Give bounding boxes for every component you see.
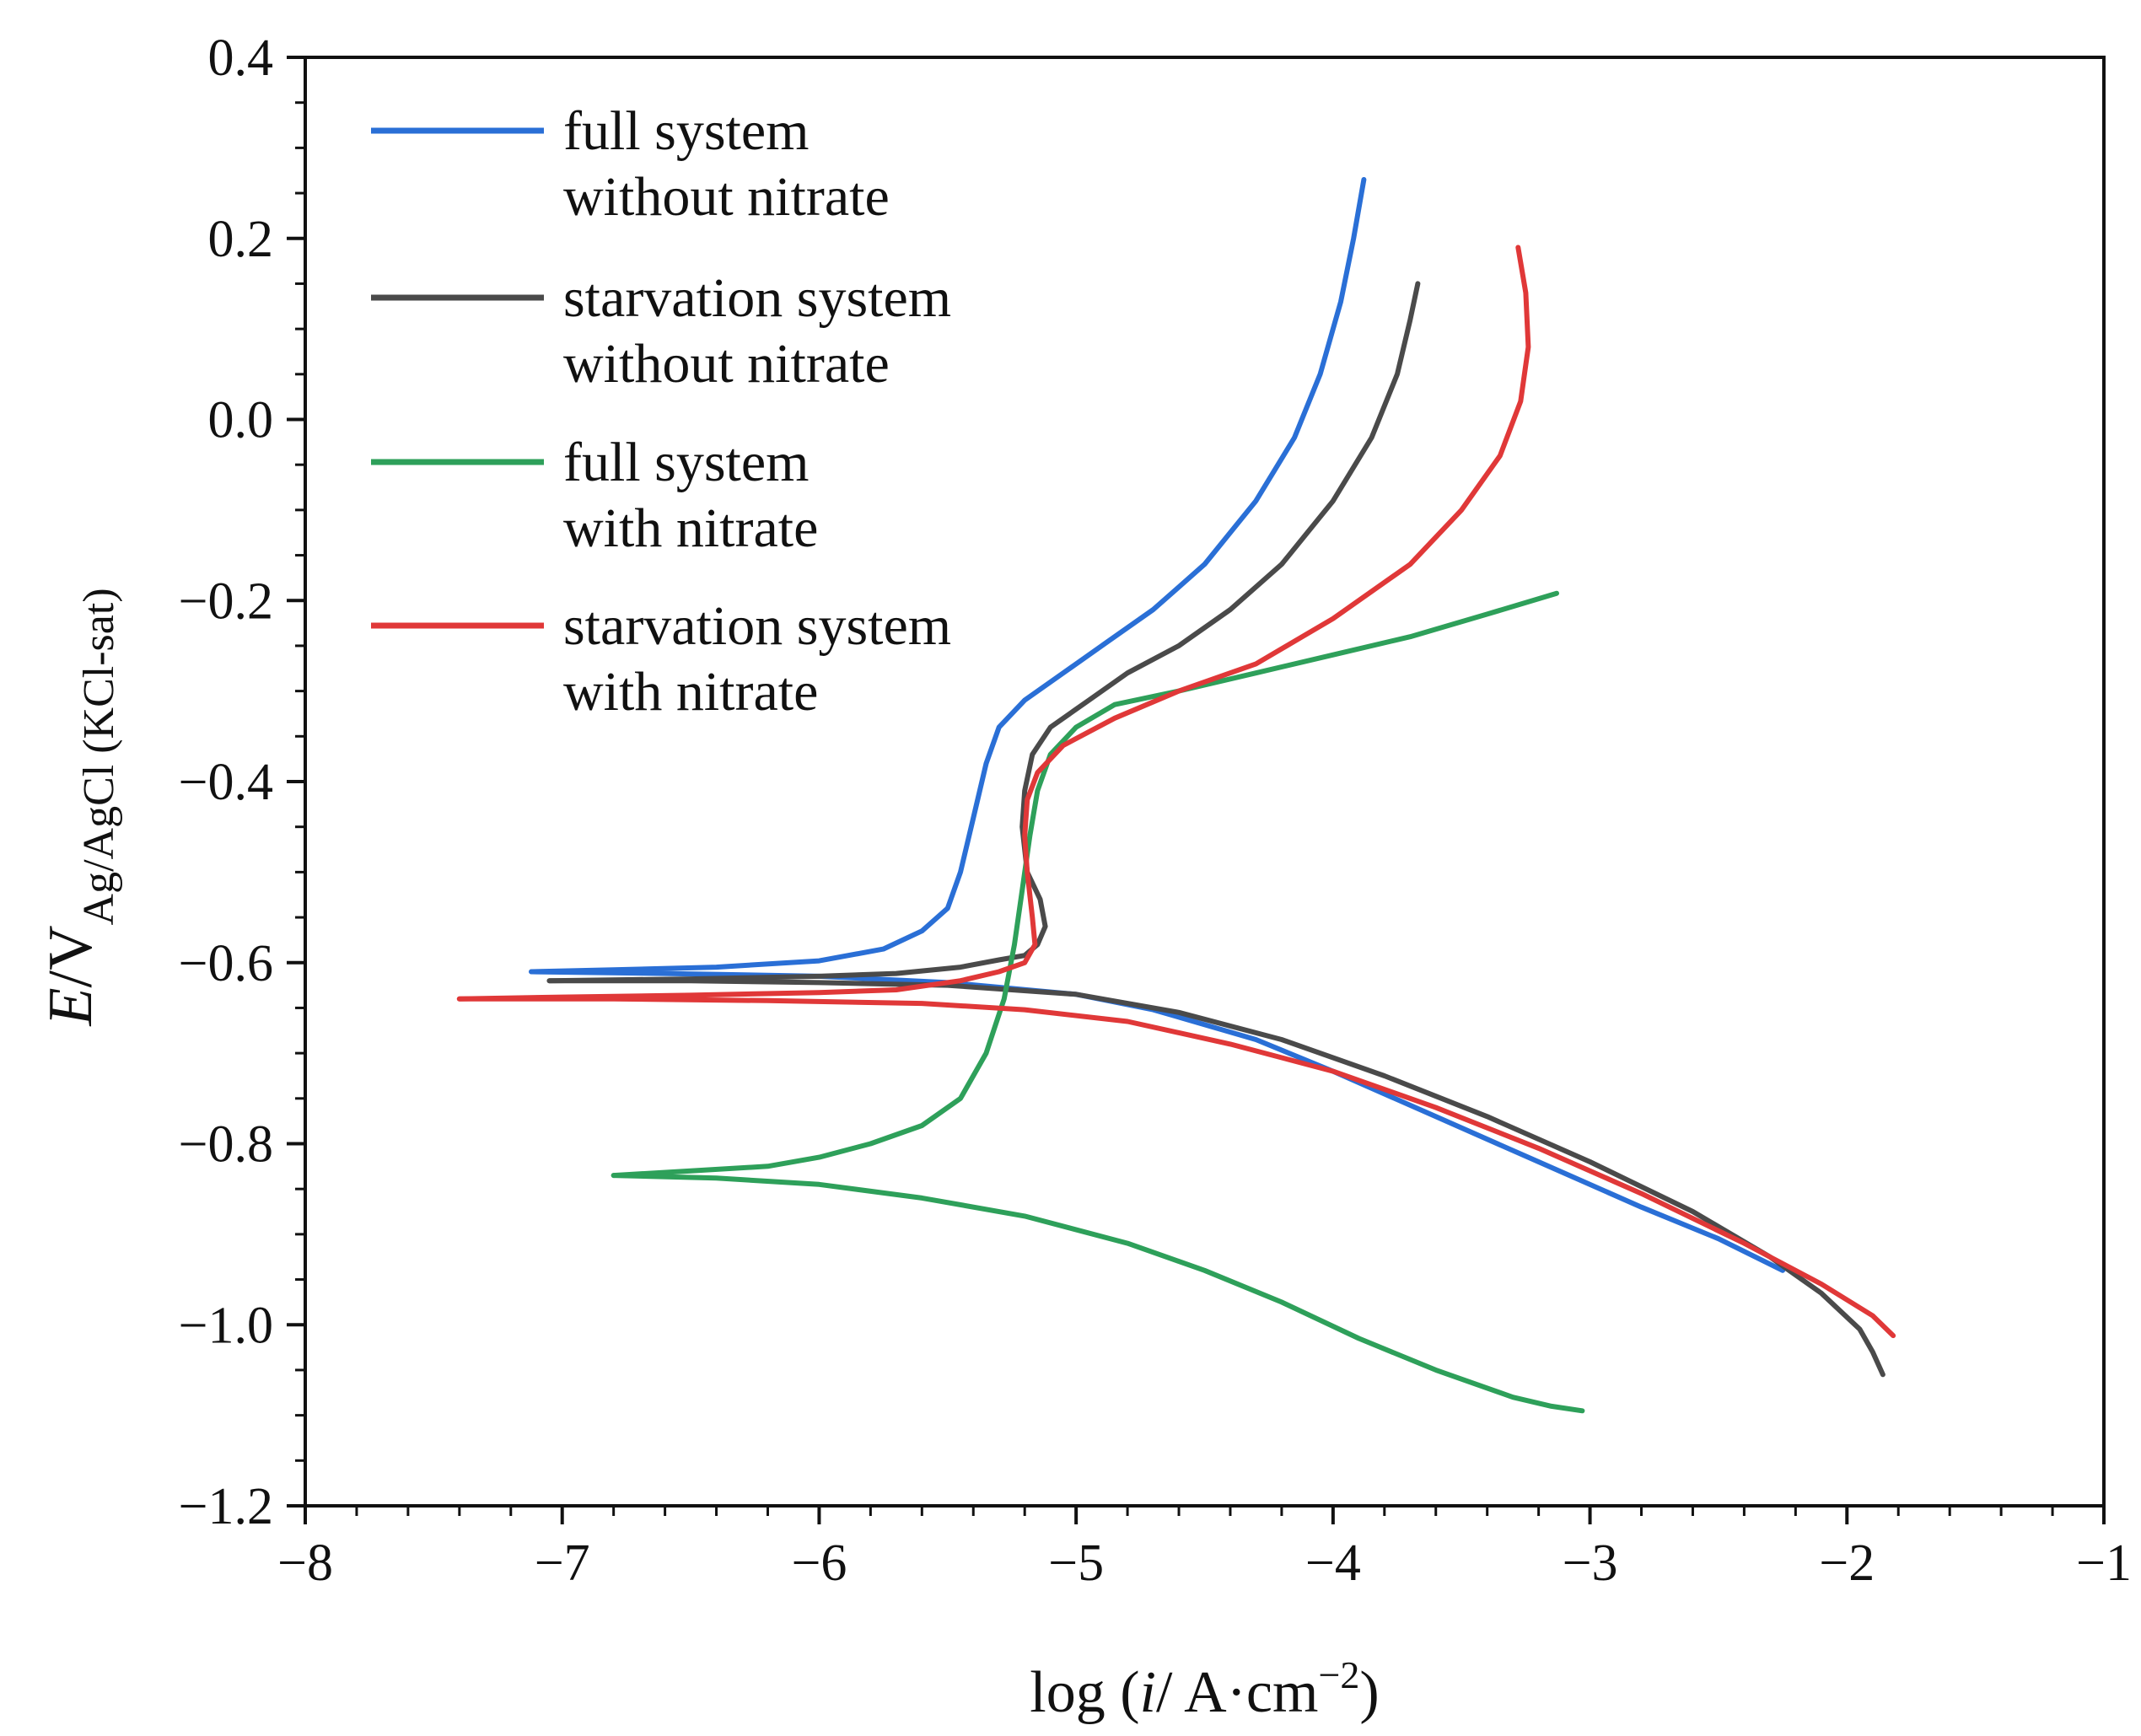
x-tick-label: −6 [791, 1534, 847, 1592]
series-3-cathodic-line [611, 1173, 1585, 1414]
x-tick-label: −7 [535, 1534, 590, 1592]
x-tick-label: −8 [277, 1534, 333, 1592]
series-1-anodic-line [529, 177, 1367, 975]
y-tick-label: 0.0 [208, 392, 274, 449]
x-tick-label: −2 [1819, 1534, 1875, 1592]
y-tick-label: 0.4 [208, 30, 274, 87]
legend-label: starvation system [563, 267, 951, 329]
x-axis-title-var: i [1140, 1660, 1156, 1725]
y-tick-label: −0.4 [179, 754, 273, 811]
x-axis-title-suffix: ) [1359, 1660, 1379, 1725]
series-2-anodic-line [546, 281, 1421, 984]
legend-label: full system [563, 100, 810, 162]
legend-label: full system [563, 432, 810, 493]
x-axis-title-exp: −2 [1318, 1653, 1359, 1696]
y-tick-label: −0.8 [179, 1116, 273, 1174]
y-tick-label: 0.2 [208, 211, 274, 268]
series-4-anodic-line [456, 245, 1531, 1002]
y-axis-title: E/VAg/AgCl (KCl-sat) [36, 588, 123, 1026]
y-axis-title-var: E [36, 987, 105, 1026]
x-tick-label: −1 [2076, 1534, 2132, 1592]
legend-label: with nitrate [563, 661, 818, 723]
y-tick-label: −1.0 [179, 1297, 273, 1354]
x-axis-title: log (i/ A·cm−2) [1030, 1653, 1379, 1725]
y-tick-label: −1.2 [179, 1478, 273, 1535]
x-tick-label: −3 [1563, 1534, 1618, 1592]
series-2-cathodic-line [546, 978, 1885, 1378]
series-4-cathodic-line [456, 996, 1896, 1339]
y-axis-title-unit: /V [36, 925, 105, 987]
legend-label: without nitrate [563, 166, 890, 228]
x-axis-title-prefix: log ( [1030, 1660, 1139, 1725]
legend-label: starvation system [563, 595, 951, 657]
legend-label: without nitrate [563, 333, 890, 395]
x-tick-label: −4 [1305, 1534, 1361, 1592]
y-axis-title-subscript: Ag/AgCl (KCl-sat) [75, 588, 123, 925]
series-1-cathodic-line [529, 969, 1786, 1273]
y-tick-label: −0.6 [179, 935, 273, 992]
legend-label: with nitrate [563, 497, 818, 559]
x-axis-title-unit: / A·cm [1156, 1660, 1318, 1725]
y-tick-label: −0.2 [179, 572, 273, 630]
x-tick-label: −5 [1048, 1534, 1104, 1592]
